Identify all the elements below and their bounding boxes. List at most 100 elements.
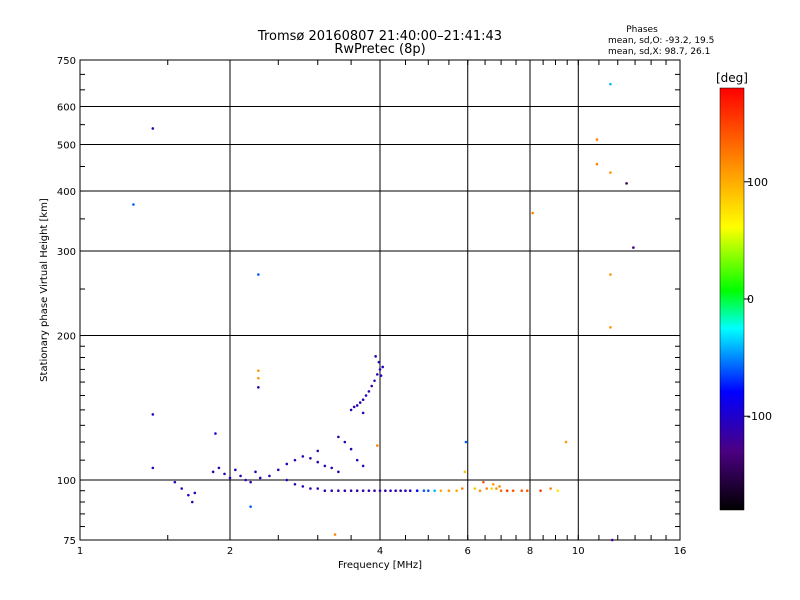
colorbar-ticks: 100 0 -100 xyxy=(744,176,772,423)
data-point xyxy=(323,489,327,493)
x-axis-label: Frequency [MHz] xyxy=(338,560,422,571)
chart-title: Tromsø 20160807 21:40:00–21:41:43 xyxy=(257,29,502,44)
data-point xyxy=(482,480,485,484)
data-point xyxy=(337,435,340,439)
data-point xyxy=(373,489,376,493)
data-point xyxy=(609,273,612,276)
data-point xyxy=(511,489,515,493)
data-point xyxy=(473,487,477,490)
data-point xyxy=(316,449,320,453)
data-point xyxy=(439,489,443,493)
x-tick-label: 10 xyxy=(572,546,585,557)
data-point xyxy=(460,487,464,490)
data-point xyxy=(151,466,155,470)
data-point xyxy=(485,487,489,490)
x-tick-label: 4 xyxy=(377,546,383,557)
data-point xyxy=(374,355,377,358)
data-point xyxy=(173,480,177,484)
data-point xyxy=(609,171,612,174)
data-point xyxy=(549,487,552,490)
data-point xyxy=(381,365,384,369)
ticks xyxy=(80,60,680,540)
data-point xyxy=(180,487,184,490)
data-point xyxy=(358,401,362,404)
data-point xyxy=(375,444,379,447)
y-axis-label: Stationary phase Virtual Height [km] xyxy=(39,198,50,382)
data-point xyxy=(463,470,467,474)
data-point xyxy=(422,489,426,493)
data-point xyxy=(415,489,419,493)
colorbar-tick-label: 0 xyxy=(747,293,754,306)
data-point xyxy=(239,474,242,478)
data-point xyxy=(257,369,260,372)
data-point xyxy=(491,482,495,486)
data-point xyxy=(355,404,359,407)
data-point xyxy=(375,373,379,376)
data-point xyxy=(355,458,359,462)
data-point xyxy=(257,273,260,276)
data-point xyxy=(333,533,337,536)
data-point xyxy=(217,466,221,470)
data-point xyxy=(254,470,257,474)
y-tick-label: 600 xyxy=(57,103,76,114)
data-point xyxy=(490,487,493,490)
data-point xyxy=(285,462,289,466)
info-line-o: mean, sd,O: -93.2, 19.5 xyxy=(608,36,714,46)
data-point xyxy=(394,489,397,493)
data-point xyxy=(187,493,190,497)
data-point xyxy=(455,489,458,493)
data-point xyxy=(151,127,155,130)
y-tick-label: 100 xyxy=(57,476,76,487)
data-point xyxy=(609,82,612,86)
data-point xyxy=(378,489,382,493)
gridlines xyxy=(80,60,680,540)
data-point xyxy=(349,489,353,493)
x-tick-label: 16 xyxy=(674,546,687,557)
data-point xyxy=(632,246,635,249)
data-point xyxy=(309,487,312,490)
data-point xyxy=(285,478,289,482)
data-point xyxy=(377,360,381,364)
tick-labels: 1 2 4 6 8 10 16 75 100 200 300 400 500 600 750 xyxy=(57,56,686,557)
data-point xyxy=(447,489,451,493)
data-point xyxy=(595,138,599,141)
x-tick-label: 6 xyxy=(465,546,471,557)
info-line-x: mean, sd,X: 98.7, 26.1 xyxy=(608,47,710,57)
data-point xyxy=(234,468,237,472)
x-tick-label: 1 xyxy=(77,546,83,557)
data-point xyxy=(408,489,412,493)
data-point xyxy=(564,440,568,444)
data-point xyxy=(373,379,376,383)
data-point xyxy=(257,376,260,380)
data-point xyxy=(520,489,524,493)
data-points xyxy=(132,82,635,542)
data-point xyxy=(257,386,260,389)
colorbar-label: [deg] xyxy=(716,71,748,85)
data-point xyxy=(355,489,359,493)
data-point xyxy=(349,408,353,412)
colorbar-tick-label: -100 xyxy=(747,410,772,423)
y-tick-label: 200 xyxy=(57,332,76,343)
data-point xyxy=(433,489,436,493)
data-point xyxy=(258,476,262,480)
data-point xyxy=(151,413,155,416)
data-point xyxy=(625,182,628,185)
data-point xyxy=(389,489,392,493)
data-point xyxy=(330,466,334,470)
data-point xyxy=(539,489,542,493)
data-point xyxy=(609,326,612,329)
data-point xyxy=(499,489,503,493)
data-point xyxy=(193,491,197,495)
data-point xyxy=(495,487,498,490)
data-point xyxy=(361,398,365,402)
data-point xyxy=(556,489,560,493)
data-point xyxy=(301,455,305,458)
data-point xyxy=(268,474,271,478)
data-point xyxy=(337,489,340,493)
data-point xyxy=(276,468,280,472)
data-point xyxy=(399,489,402,493)
data-point xyxy=(316,460,320,464)
data-point xyxy=(349,447,353,451)
data-point xyxy=(370,384,374,388)
